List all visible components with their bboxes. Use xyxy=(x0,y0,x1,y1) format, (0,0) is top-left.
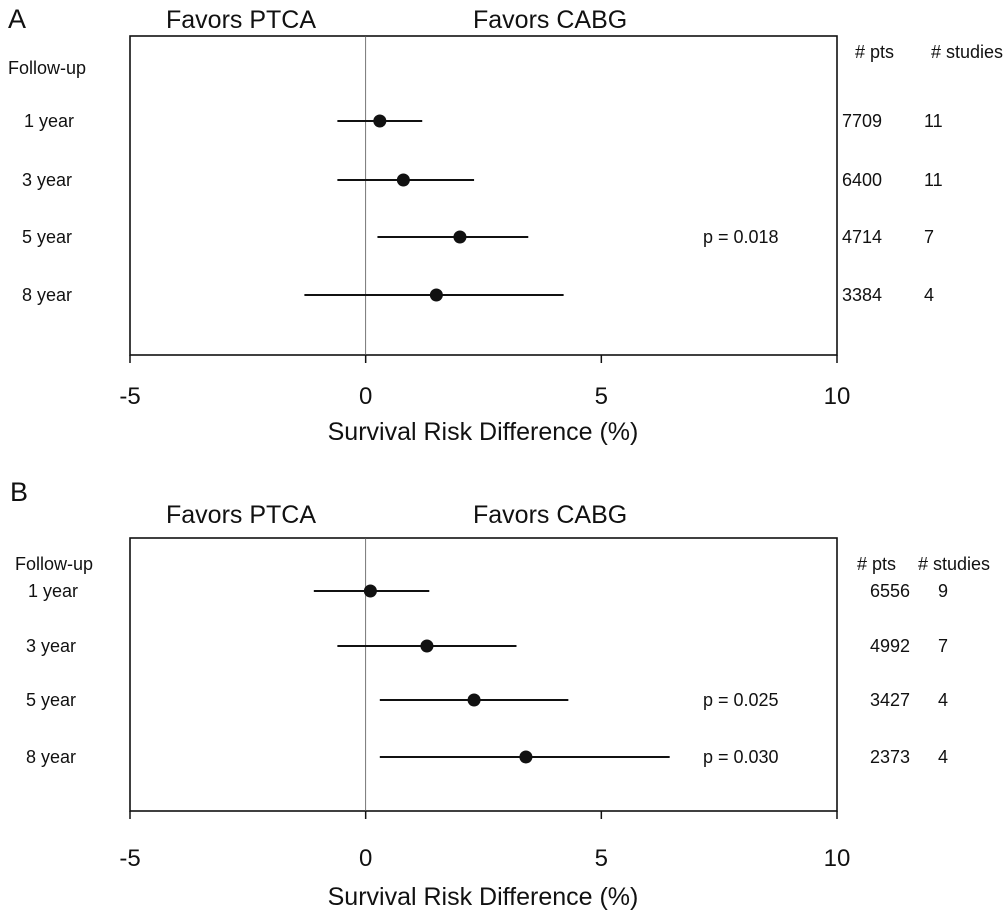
x-tick-label: -5 xyxy=(119,845,140,872)
studies-value: 11 xyxy=(924,170,943,190)
favors-ptca-label: Favors PTCA xyxy=(166,6,316,34)
x-tick-label: 5 xyxy=(595,845,608,872)
studies-value: 7 xyxy=(924,227,934,247)
favors-cabg-label: Favors CABG xyxy=(473,501,627,529)
row-label: 5 year xyxy=(26,690,76,710)
row-label: 1 year xyxy=(28,581,78,601)
x-tick-label: 0 xyxy=(359,845,372,872)
x-tick-label: 10 xyxy=(824,383,851,410)
row-label: 3 year xyxy=(22,170,72,190)
p-value: p = 0.018 xyxy=(703,227,779,247)
pts-value: 6400 xyxy=(842,170,882,190)
studies-value: 11 xyxy=(924,111,943,131)
panel-label: B xyxy=(10,477,28,507)
point-estimate xyxy=(363,584,377,598)
studies-value: 4 xyxy=(938,690,948,710)
studies-value: 4 xyxy=(938,747,948,767)
studies-column-header: # studies xyxy=(918,554,990,574)
p-value: p = 0.030 xyxy=(703,747,779,767)
point-estimate xyxy=(420,639,434,653)
follow-up-header: Follow-up xyxy=(8,58,86,78)
point-estimate xyxy=(453,230,467,244)
plot-frame xyxy=(129,537,838,812)
studies-value: 4 xyxy=(924,285,934,305)
point-estimate xyxy=(429,288,443,302)
pts-value: 3427 xyxy=(870,690,910,710)
point-estimate xyxy=(373,114,387,128)
x-tick-label: 0 xyxy=(359,383,372,410)
row-label: 3 year xyxy=(26,636,76,656)
plot-frame xyxy=(129,35,838,356)
x-tick-label: 5 xyxy=(595,383,608,410)
panel-label: A xyxy=(8,4,26,34)
x-tick-label: -5 xyxy=(119,383,140,410)
pts-column-header: # pts xyxy=(855,42,894,62)
pts-value: 4714 xyxy=(842,227,882,247)
point-estimate xyxy=(519,750,533,764)
studies-column-header: # studies xyxy=(931,42,1003,62)
row-label: 8 year xyxy=(26,747,76,767)
point-estimate xyxy=(396,173,410,187)
studies-value: 7 xyxy=(938,636,948,656)
pts-value: 4992 xyxy=(870,636,910,656)
x-tick-label: 10 xyxy=(824,845,851,872)
x-axis-label: Survival Risk Difference (%) xyxy=(328,418,639,446)
pts-value: 7709 xyxy=(842,111,882,131)
row-label: 1 year xyxy=(24,111,74,131)
studies-value: 9 xyxy=(938,581,948,601)
row-label: 5 year xyxy=(22,227,72,247)
follow-up-header: Follow-up xyxy=(15,554,93,574)
x-axis-label: Survival Risk Difference (%) xyxy=(328,883,639,911)
pts-value: 2373 xyxy=(870,747,910,767)
p-value: p = 0.025 xyxy=(703,690,779,710)
favors-ptca-label: Favors PTCA xyxy=(166,501,316,529)
pts-value: 3384 xyxy=(842,285,882,305)
point-estimate xyxy=(467,693,481,707)
favors-cabg-label: Favors CABG xyxy=(473,6,627,34)
pts-value: 6556 xyxy=(870,581,910,601)
pts-column-header: # pts xyxy=(857,554,896,574)
row-label: 8 year xyxy=(22,285,72,305)
